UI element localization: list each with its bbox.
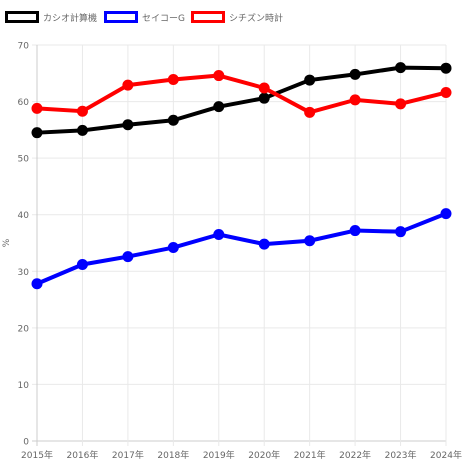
data-point[interactable] <box>395 98 407 110</box>
legend-label: カシオ計算機 <box>43 12 97 24</box>
data-point[interactable] <box>76 105 88 117</box>
data-point[interactable] <box>31 278 43 290</box>
data-point[interactable] <box>213 101 225 113</box>
x-tick-label: 2020年 <box>248 449 280 461</box>
y-axis-title: % <box>2 238 12 247</box>
x-tick-label: 2022年 <box>339 449 371 461</box>
series-0 <box>31 62 452 139</box>
legend[interactable]: カシオ計算機 セイコーG シチズン時計 <box>5 11 284 25</box>
data-point[interactable] <box>440 62 452 74</box>
data-point[interactable] <box>349 68 361 80</box>
x-tick-label: 2016年 <box>66 449 98 461</box>
y-tick-label: 70 <box>18 42 30 52</box>
series-line <box>35 211 448 286</box>
data-point[interactable] <box>122 119 134 131</box>
data-point[interactable] <box>76 258 88 270</box>
y-tick-label: 30 <box>18 268 30 278</box>
legend-swatch <box>5 11 39 23</box>
x-tick-label: 2017年 <box>112 449 144 461</box>
series-line <box>35 65 448 135</box>
data-point[interactable] <box>349 94 361 106</box>
data-point[interactable] <box>258 92 270 104</box>
y-tick-label: 0 <box>23 438 29 448</box>
data-point[interactable] <box>31 127 43 139</box>
y-tick-label: 20 <box>18 324 30 334</box>
x-tick-label: 2024年 <box>430 449 462 461</box>
y-tick-label: 40 <box>18 211 30 221</box>
axes: 0 10 20 30 40 50 60 70 2015年 2016年 2017年 2018年 2019年… <box>2 42 462 462</box>
data-point[interactable] <box>395 226 407 238</box>
y-tick-label: 60 <box>18 98 30 108</box>
data-point[interactable] <box>258 238 270 250</box>
series <box>31 62 452 290</box>
legend-swatch <box>104 11 138 23</box>
legend-swatch <box>191 11 225 23</box>
data-point[interactable] <box>76 124 88 136</box>
x-tick-label: 2021年 <box>294 449 326 461</box>
data-point[interactable] <box>213 70 225 82</box>
data-point[interactable] <box>304 235 316 247</box>
x-tick-label: 2019年 <box>203 449 235 461</box>
data-point[interactable] <box>167 114 179 126</box>
legend-item[interactable]: カシオ計算機 <box>5 11 98 24</box>
data-point[interactable] <box>258 82 270 94</box>
y-tick-label: 50 <box>18 155 30 165</box>
x-tick-label: 2018年 <box>157 449 189 461</box>
x-tick-label: 2023年 <box>385 449 417 461</box>
legend-label: セイコーG <box>142 13 185 24</box>
data-point[interactable] <box>349 225 361 237</box>
data-point[interactable] <box>167 74 179 86</box>
series-line <box>35 73 448 115</box>
legend-label: シチズン時計 <box>229 12 283 24</box>
data-point[interactable] <box>395 62 407 74</box>
data-point[interactable] <box>122 251 134 263</box>
data-point[interactable] <box>304 106 316 118</box>
legend-item[interactable]: セイコーG <box>104 11 186 25</box>
x-tick-label: 2015年 <box>21 449 53 461</box>
legend-item[interactable]: シチズン時計 <box>191 11 284 24</box>
data-point[interactable] <box>440 87 452 99</box>
data-point[interactable] <box>304 74 316 86</box>
data-point[interactable] <box>31 102 43 114</box>
y-tick-label: 10 <box>18 381 30 391</box>
data-point[interactable] <box>213 229 225 241</box>
series-1 <box>31 208 452 290</box>
data-point[interactable] <box>167 242 179 254</box>
series-2 <box>31 70 452 118</box>
data-point[interactable] <box>122 79 134 91</box>
data-point[interactable] <box>440 208 452 220</box>
